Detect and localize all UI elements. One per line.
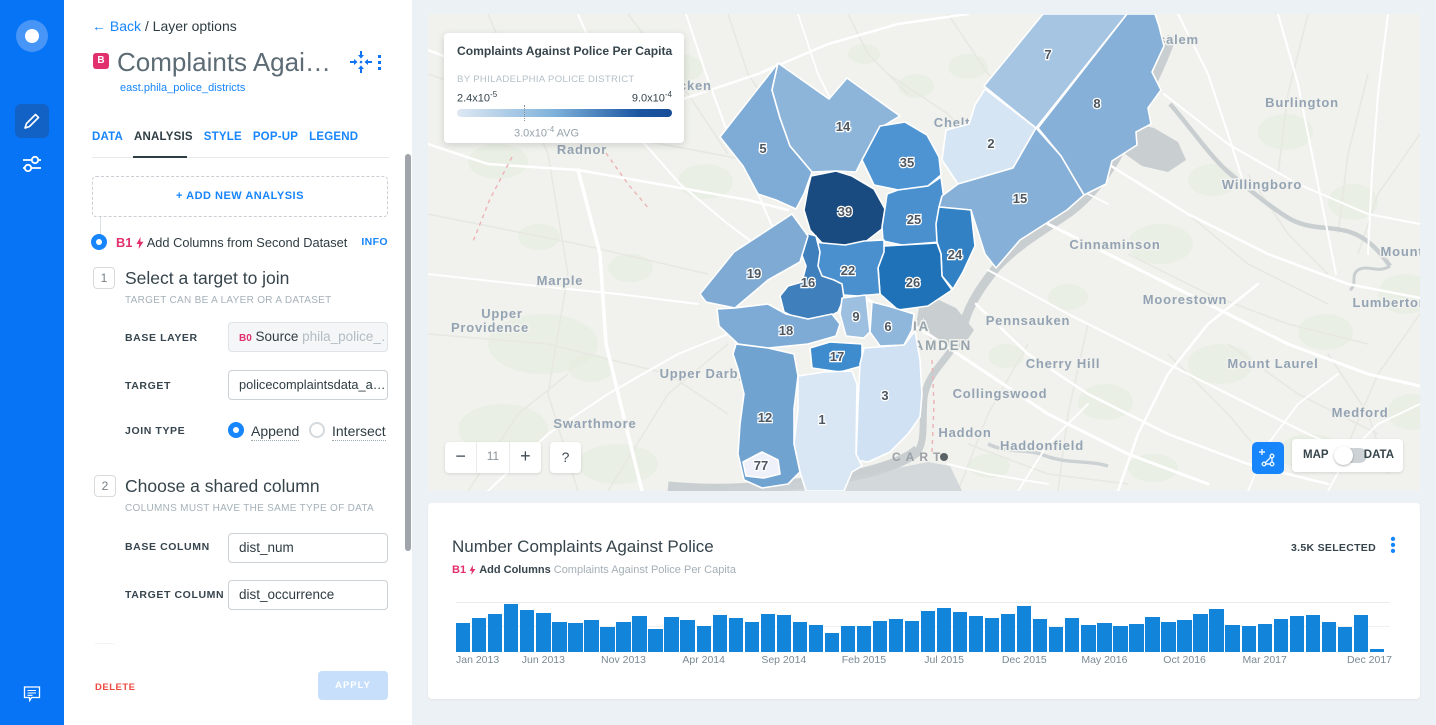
svg-text:Haddon: Haddon: [938, 425, 991, 440]
svg-text:Haddonfield: Haddonfield: [1000, 438, 1084, 453]
svg-text:1: 1: [818, 412, 825, 427]
svg-text:3: 3: [881, 388, 888, 403]
svg-text:8: 8: [1093, 96, 1100, 111]
svg-text:Providence: Providence: [451, 320, 529, 335]
svg-text:25: 25: [907, 212, 921, 227]
svg-text:9: 9: [852, 309, 859, 324]
svg-text:35: 35: [900, 155, 914, 170]
svg-text:CART: CART: [892, 450, 945, 464]
svg-text:24: 24: [948, 247, 963, 262]
svg-text:39: 39: [838, 204, 852, 219]
svg-text:Medford: Medford: [1332, 405, 1389, 420]
svg-text:Radnor: Radnor: [557, 142, 607, 157]
svg-text:5: 5: [759, 141, 766, 156]
svg-text:Upper: Upper: [481, 306, 523, 321]
svg-text:7: 7: [1044, 47, 1051, 62]
svg-text:Willingboro: Willingboro: [1222, 177, 1302, 192]
svg-text:IA: IA: [913, 319, 930, 334]
svg-text:Mount Laurel: Mount Laurel: [1227, 356, 1318, 371]
svg-text:26: 26: [906, 275, 920, 290]
svg-text:Mount: Mount: [1381, 244, 1420, 259]
svg-text:12: 12: [758, 410, 772, 425]
svg-text:6: 6: [884, 319, 891, 334]
svg-text:2: 2: [987, 136, 994, 151]
svg-text:22: 22: [841, 263, 855, 278]
svg-text:Collingswood: Collingswood: [953, 386, 1048, 401]
svg-text:Moorestown: Moorestown: [1143, 292, 1228, 307]
svg-text:Marple: Marple: [537, 273, 584, 288]
svg-text:15: 15: [1013, 191, 1027, 206]
svg-text:Upper Darby: Upper Darby: [660, 366, 747, 381]
svg-text:Swarthmore: Swarthmore: [553, 416, 636, 431]
svg-text:14: 14: [836, 119, 851, 134]
svg-text:17: 17: [830, 349, 844, 364]
svg-text:Lumberton: Lumberton: [1352, 295, 1420, 310]
svg-text:Pennsauken: Pennsauken: [986, 313, 1071, 328]
svg-text:77: 77: [754, 458, 768, 473]
svg-text:Cherry Hill: Cherry Hill: [1026, 356, 1101, 371]
svg-text:18: 18: [779, 323, 793, 338]
svg-text:Burlington: Burlington: [1265, 95, 1339, 110]
svg-text:16: 16: [801, 275, 815, 290]
svg-text:19: 19: [747, 266, 761, 281]
svg-text:Cinnaminson: Cinnaminson: [1069, 237, 1160, 252]
